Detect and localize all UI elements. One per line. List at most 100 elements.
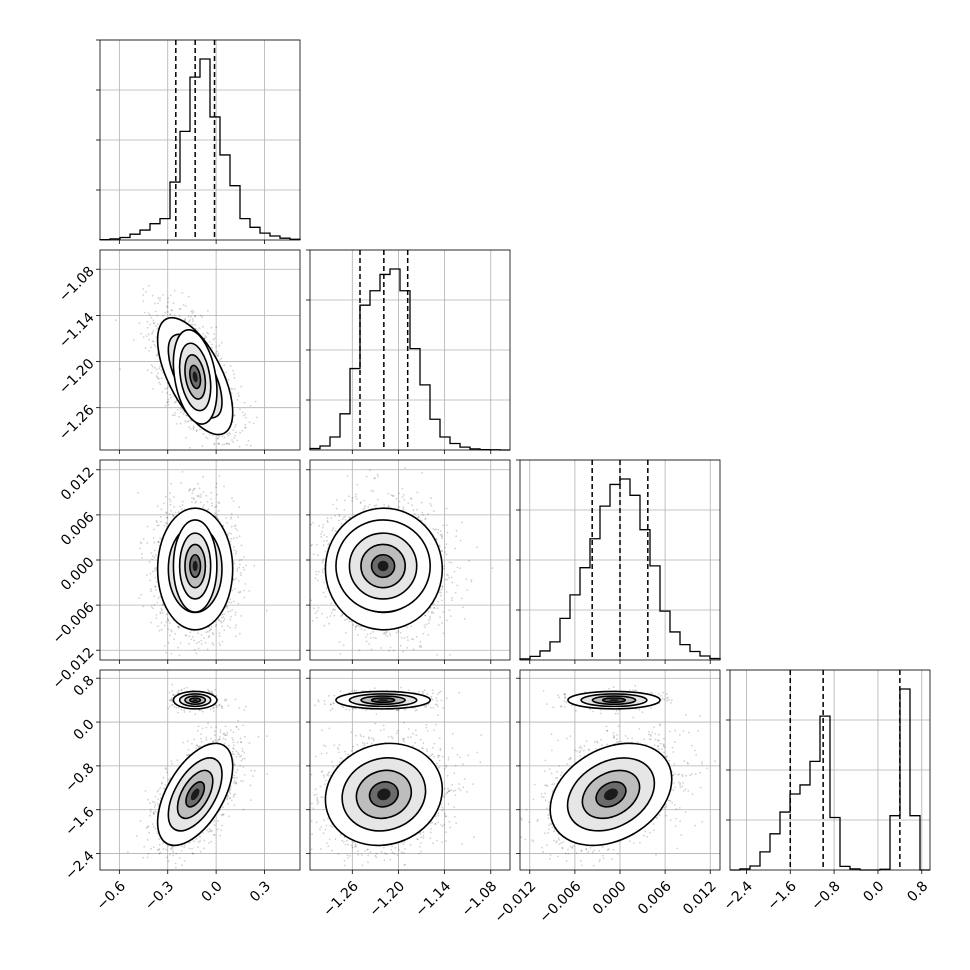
scatter-point [150, 346, 152, 349]
scatter-point [244, 413, 247, 415]
scatter-point [201, 445, 204, 448]
scatter-point [174, 632, 177, 635]
scatter-point [170, 509, 172, 512]
scatter-point [231, 609, 234, 611]
scatter-point [236, 439, 239, 442]
scatter-point [199, 501, 202, 504]
scatter-point [200, 314, 202, 317]
scatter-point [156, 601, 159, 604]
scatter-point [160, 520, 163, 523]
scatter-point [235, 577, 238, 580]
scatter-point [194, 314, 197, 317]
scatter-point [230, 615, 233, 618]
scatter-point [234, 527, 237, 530]
scatter-point [237, 392, 240, 395]
scatter-point [231, 388, 234, 390]
scatter-point [177, 626, 180, 629]
scatter-point [173, 414, 176, 417]
scatter-point [169, 313, 172, 316]
scatter-point [167, 403, 170, 406]
scatter-point [253, 564, 256, 567]
scatter-point [179, 407, 182, 410]
scatter-point [142, 288, 145, 290]
scatter-point [179, 642, 182, 644]
scatter-point [155, 589, 157, 591]
scatter-point [152, 340, 155, 343]
scatter-point [169, 393, 171, 396]
scatter-point [169, 634, 171, 637]
scatter-point [150, 590, 152, 593]
scatter-point [192, 428, 195, 431]
scatter-point [223, 629, 226, 632]
scatter-point [157, 540, 160, 543]
scatter-point [176, 409, 179, 411]
scatter-point [192, 426, 195, 429]
scatter-point [196, 642, 198, 645]
scatter-point [152, 388, 155, 390]
scatter-point [244, 426, 247, 429]
scatter-point [174, 400, 177, 403]
scatter-point [202, 506, 205, 509]
scatter-point [169, 492, 171, 494]
scatter-point [233, 562, 236, 565]
scatter-point [208, 340, 211, 343]
scatter-point [157, 372, 160, 375]
scatter-point [205, 631, 208, 633]
scatter-point [245, 444, 248, 446]
scatter-point [218, 435, 220, 438]
scatter-point [158, 378, 160, 380]
scatter-point [241, 429, 244, 432]
scatter-point [221, 640, 224, 643]
scatter-point [215, 623, 218, 626]
scatter-point [191, 309, 194, 312]
scatter-point [191, 501, 193, 503]
scatter-point [142, 605, 145, 608]
scatter-point [148, 350, 151, 352]
scatter-point [198, 641, 201, 643]
scatter-point [172, 414, 174, 417]
scatter-point [169, 622, 171, 624]
scatter-point [216, 350, 219, 353]
scatter-point [218, 642, 221, 645]
scatter-point [173, 506, 176, 508]
scatter-point [166, 392, 168, 394]
scatter-point [223, 436, 226, 439]
scatter-point [154, 366, 156, 369]
scatter-point [177, 646, 180, 649]
scatter-point [173, 638, 175, 641]
scatter-point [254, 400, 257, 403]
scatter-point [243, 401, 246, 404]
scatter-point [200, 496, 202, 498]
scatter-point [164, 404, 167, 407]
scatter-point [202, 491, 205, 493]
scatter-point [211, 632, 214, 634]
scatter-point [239, 408, 241, 411]
scatter-point [119, 368, 121, 371]
scatter-point [170, 630, 173, 633]
scatter-point [139, 547, 142, 550]
scatter-point [192, 323, 194, 326]
scatter-point [151, 365, 154, 368]
scatter-point [191, 492, 194, 495]
scatter-point [207, 309, 209, 312]
scatter-point [234, 434, 237, 437]
scatter-point [157, 297, 160, 300]
scatter-point [181, 292, 184, 294]
scatter-point [156, 376, 159, 379]
scatter-point [173, 314, 176, 317]
scatter-point [153, 302, 156, 305]
scatter-point [218, 344, 221, 347]
scatter-point [199, 428, 201, 431]
scatter-point [152, 329, 155, 332]
scatter-point [217, 442, 219, 445]
scatter-point [159, 515, 162, 518]
scatter-point [191, 318, 194, 320]
scatter-point [166, 310, 169, 313]
scatter-point [197, 647, 200, 650]
scatter-point [240, 558, 243, 561]
scatter-point [238, 566, 241, 569]
scatter-point [193, 487, 196, 490]
scatter-point [189, 631, 192, 634]
scatter-point [197, 494, 200, 497]
scatter-point [165, 305, 168, 308]
